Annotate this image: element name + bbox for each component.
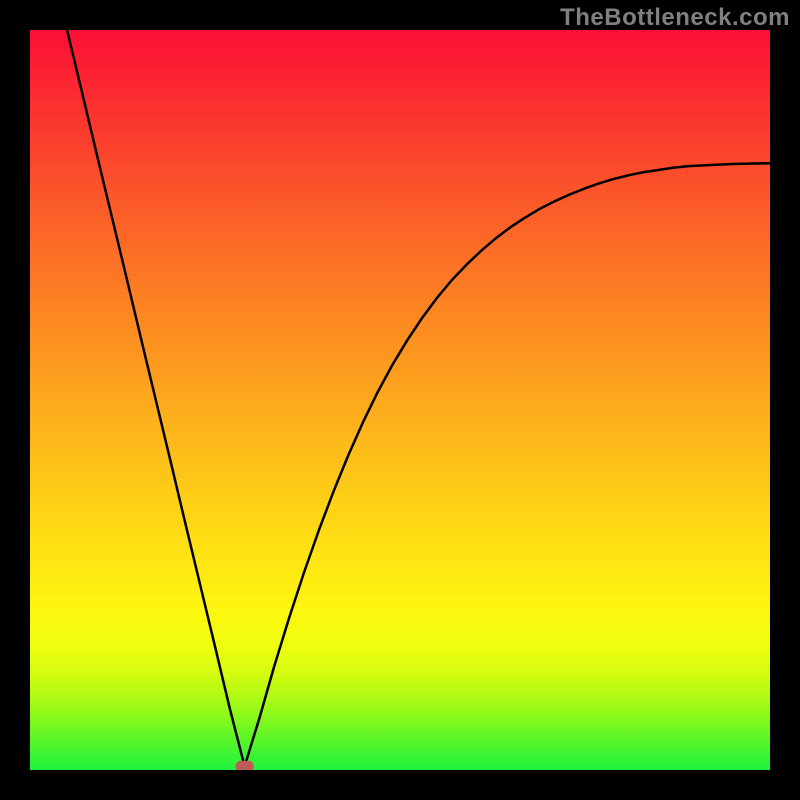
gradient-background [30, 30, 770, 770]
bottleneck-curve-chart [30, 30, 770, 770]
chart-frame: TheBottleneck.com [0, 0, 800, 800]
minimum-marker [236, 761, 254, 770]
watermark-label: TheBottleneck.com [560, 4, 790, 32]
plot-area [30, 30, 770, 770]
